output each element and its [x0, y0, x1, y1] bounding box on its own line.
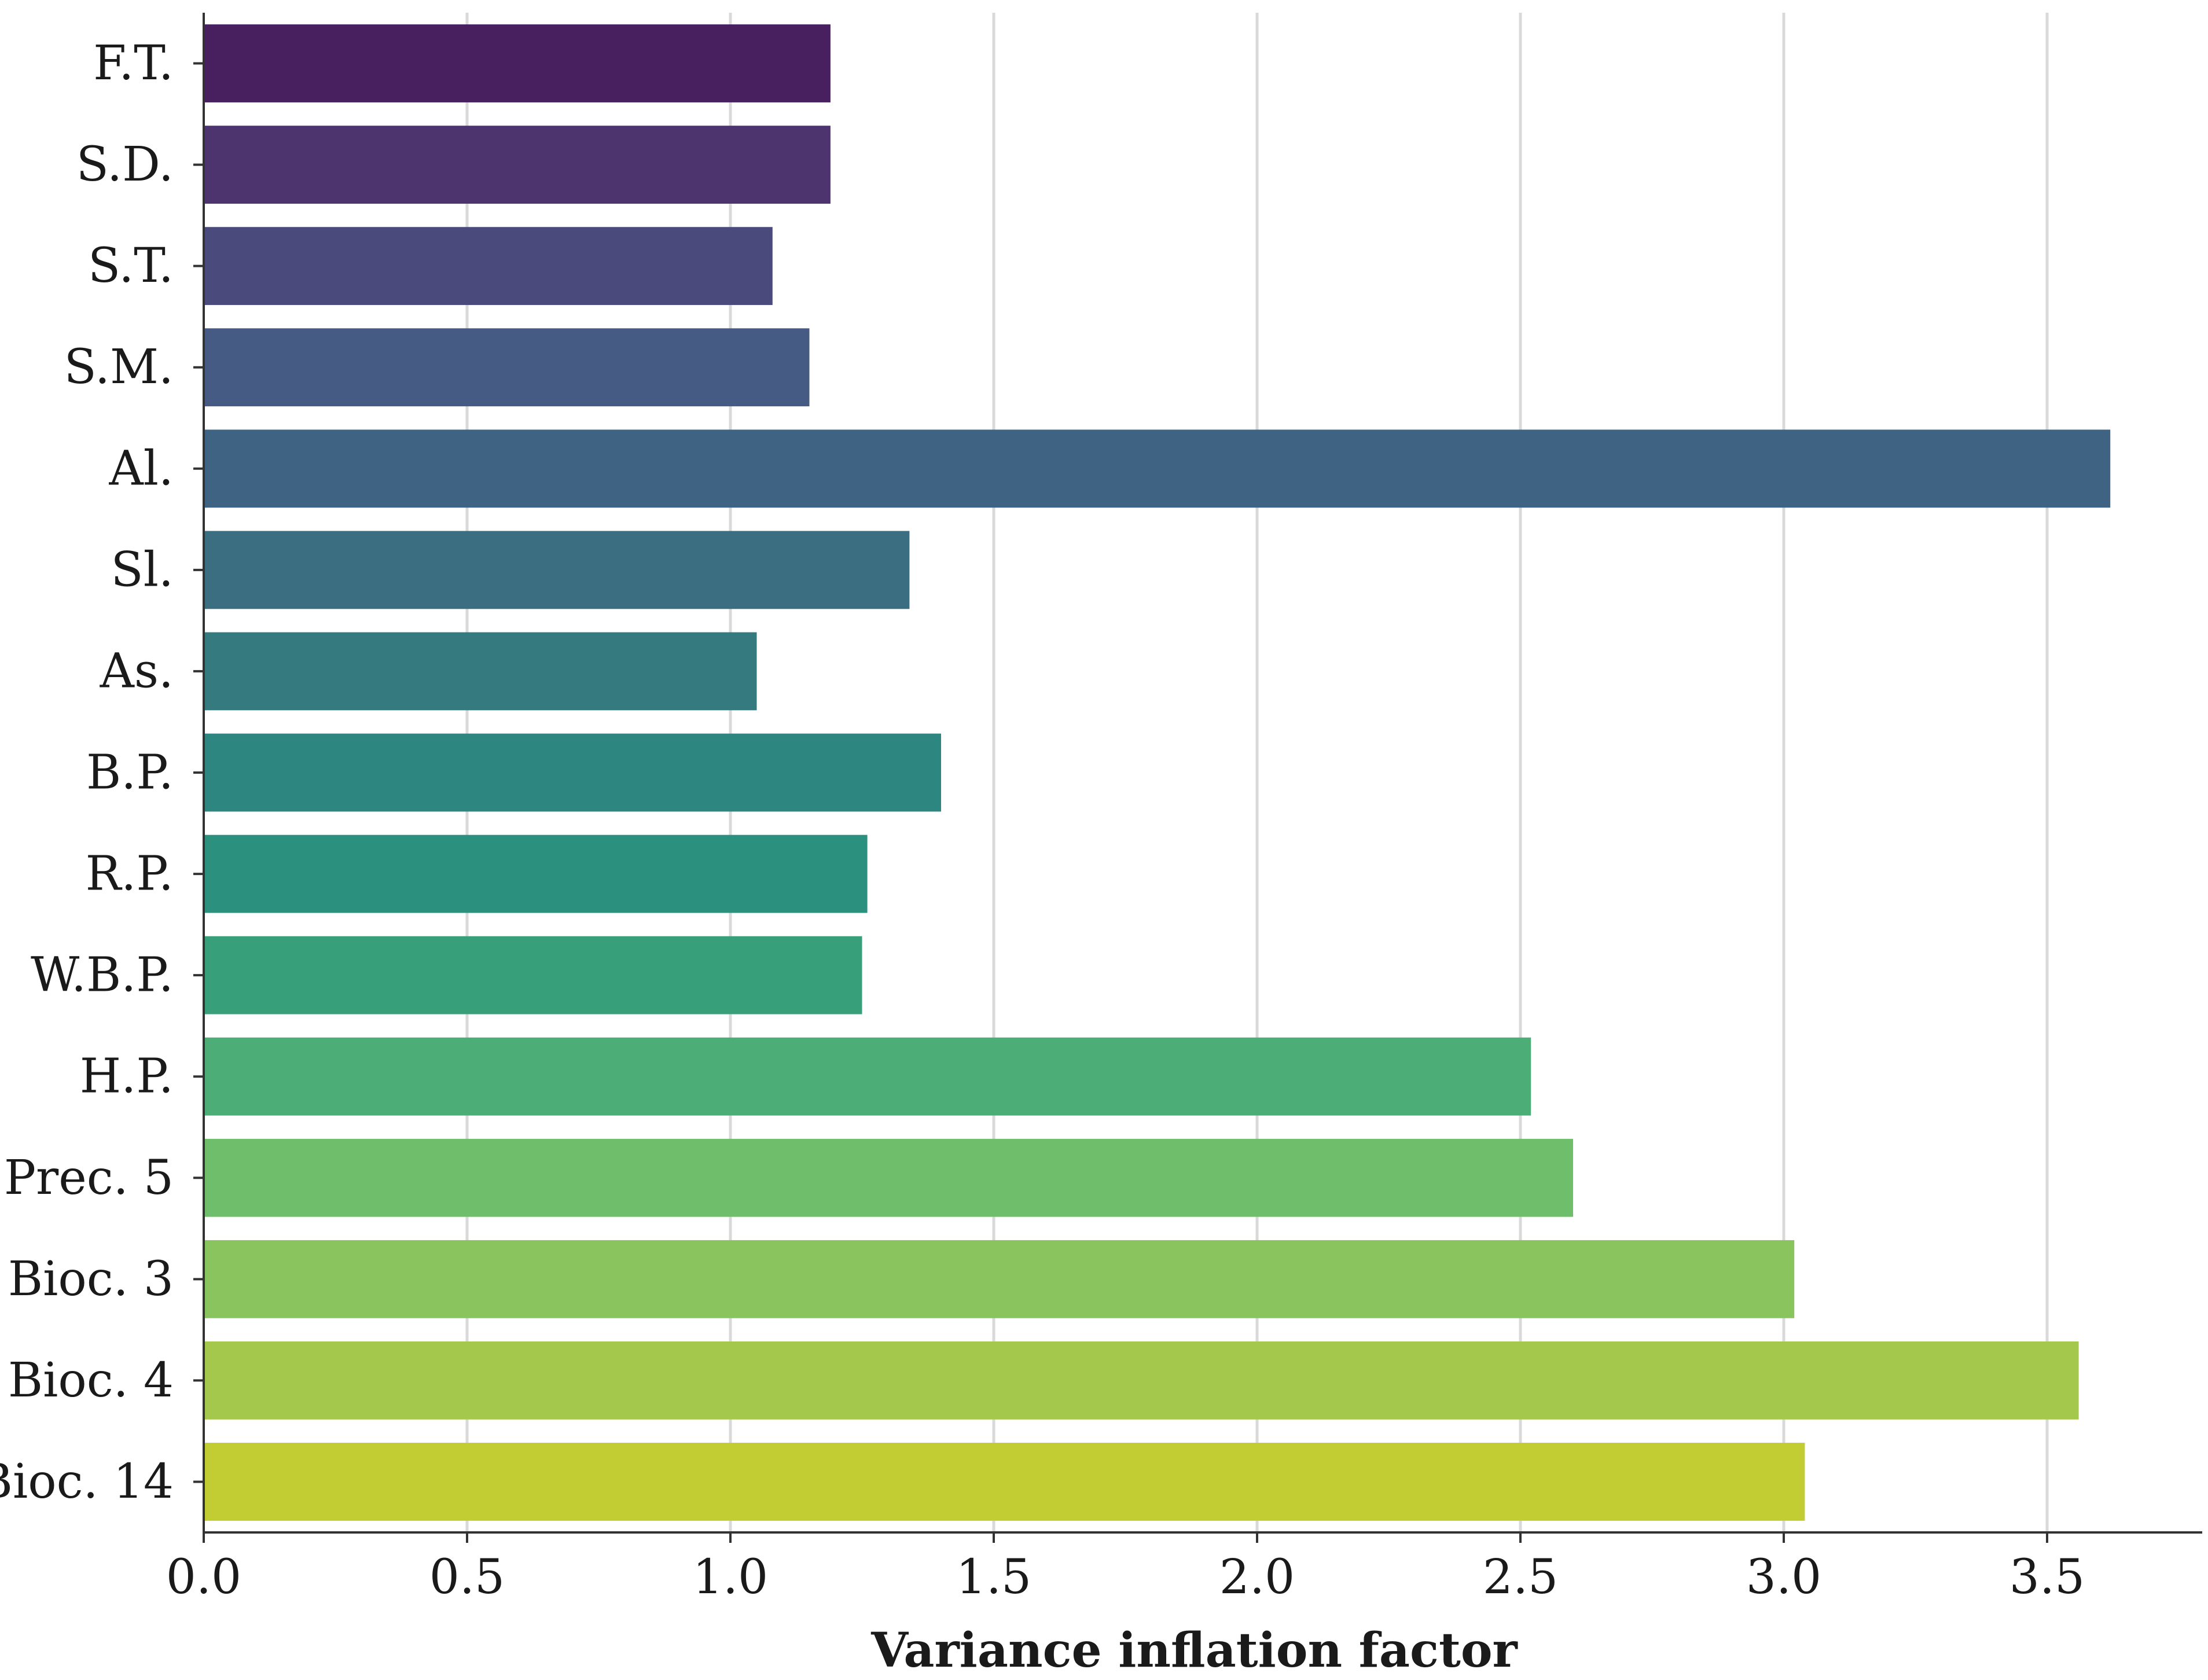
bar: [204, 632, 757, 711]
bar: [204, 1443, 1805, 1521]
x-tick-label: 1.0: [693, 1550, 768, 1605]
x-tick-label: 0.5: [429, 1550, 505, 1605]
bars: [204, 24, 2111, 1521]
bar: [204, 429, 2111, 508]
x-tick-label: 2.0: [1219, 1550, 1295, 1605]
bar: [204, 835, 868, 913]
bar: [204, 24, 831, 102]
bar: [204, 328, 810, 407]
bar: [204, 936, 862, 1014]
category-label: Sl.: [111, 542, 174, 597]
category-label: B.P.: [86, 745, 174, 800]
category-label: R.P.: [86, 847, 174, 902]
x-axis-title: Variance inflation factor: [870, 1623, 1518, 1678]
bar: [204, 1240, 1795, 1318]
x-tick-label: 0.0: [166, 1550, 241, 1605]
x-tick-label: 2.5: [1483, 1550, 1558, 1605]
bar: [204, 126, 831, 204]
category-labels: F.T. S.D. S.T. S.M. Al. Sl. As. B.P. R.P. W.B.P. H…: [0, 36, 174, 1509]
category-label: Bioc. 14: [0, 1454, 174, 1509]
bar: [204, 1037, 1531, 1116]
category-label: S.M.: [64, 340, 174, 395]
x-tick-labels: 0.0 0.5 1.0 1.5 2.0 2.5 3.0 3.5: [166, 1550, 2085, 1605]
bar: [204, 531, 910, 609]
category-label: S.T.: [88, 238, 174, 293]
category-label: Bioc. 4: [8, 1353, 174, 1408]
x-tick-label: 1.5: [956, 1550, 1031, 1605]
axes: [193, 13, 2202, 1543]
bar: [204, 1341, 2079, 1420]
bar: [204, 227, 773, 306]
category-label: Prec. 5: [4, 1150, 174, 1205]
category-label: Bioc. 3: [8, 1252, 174, 1307]
bar: [204, 1138, 1573, 1217]
category-label: H.P.: [80, 1049, 174, 1104]
bar: [204, 733, 941, 812]
category-label: W.B.P.: [31, 948, 174, 1003]
category-label: F.T.: [93, 36, 174, 91]
category-label: As.: [100, 644, 174, 699]
x-tick-label: 3.5: [2009, 1550, 2085, 1605]
x-tick-label: 3.0: [1746, 1550, 1821, 1605]
category-label: S.D.: [76, 137, 174, 192]
category-label: Al.: [108, 441, 174, 496]
